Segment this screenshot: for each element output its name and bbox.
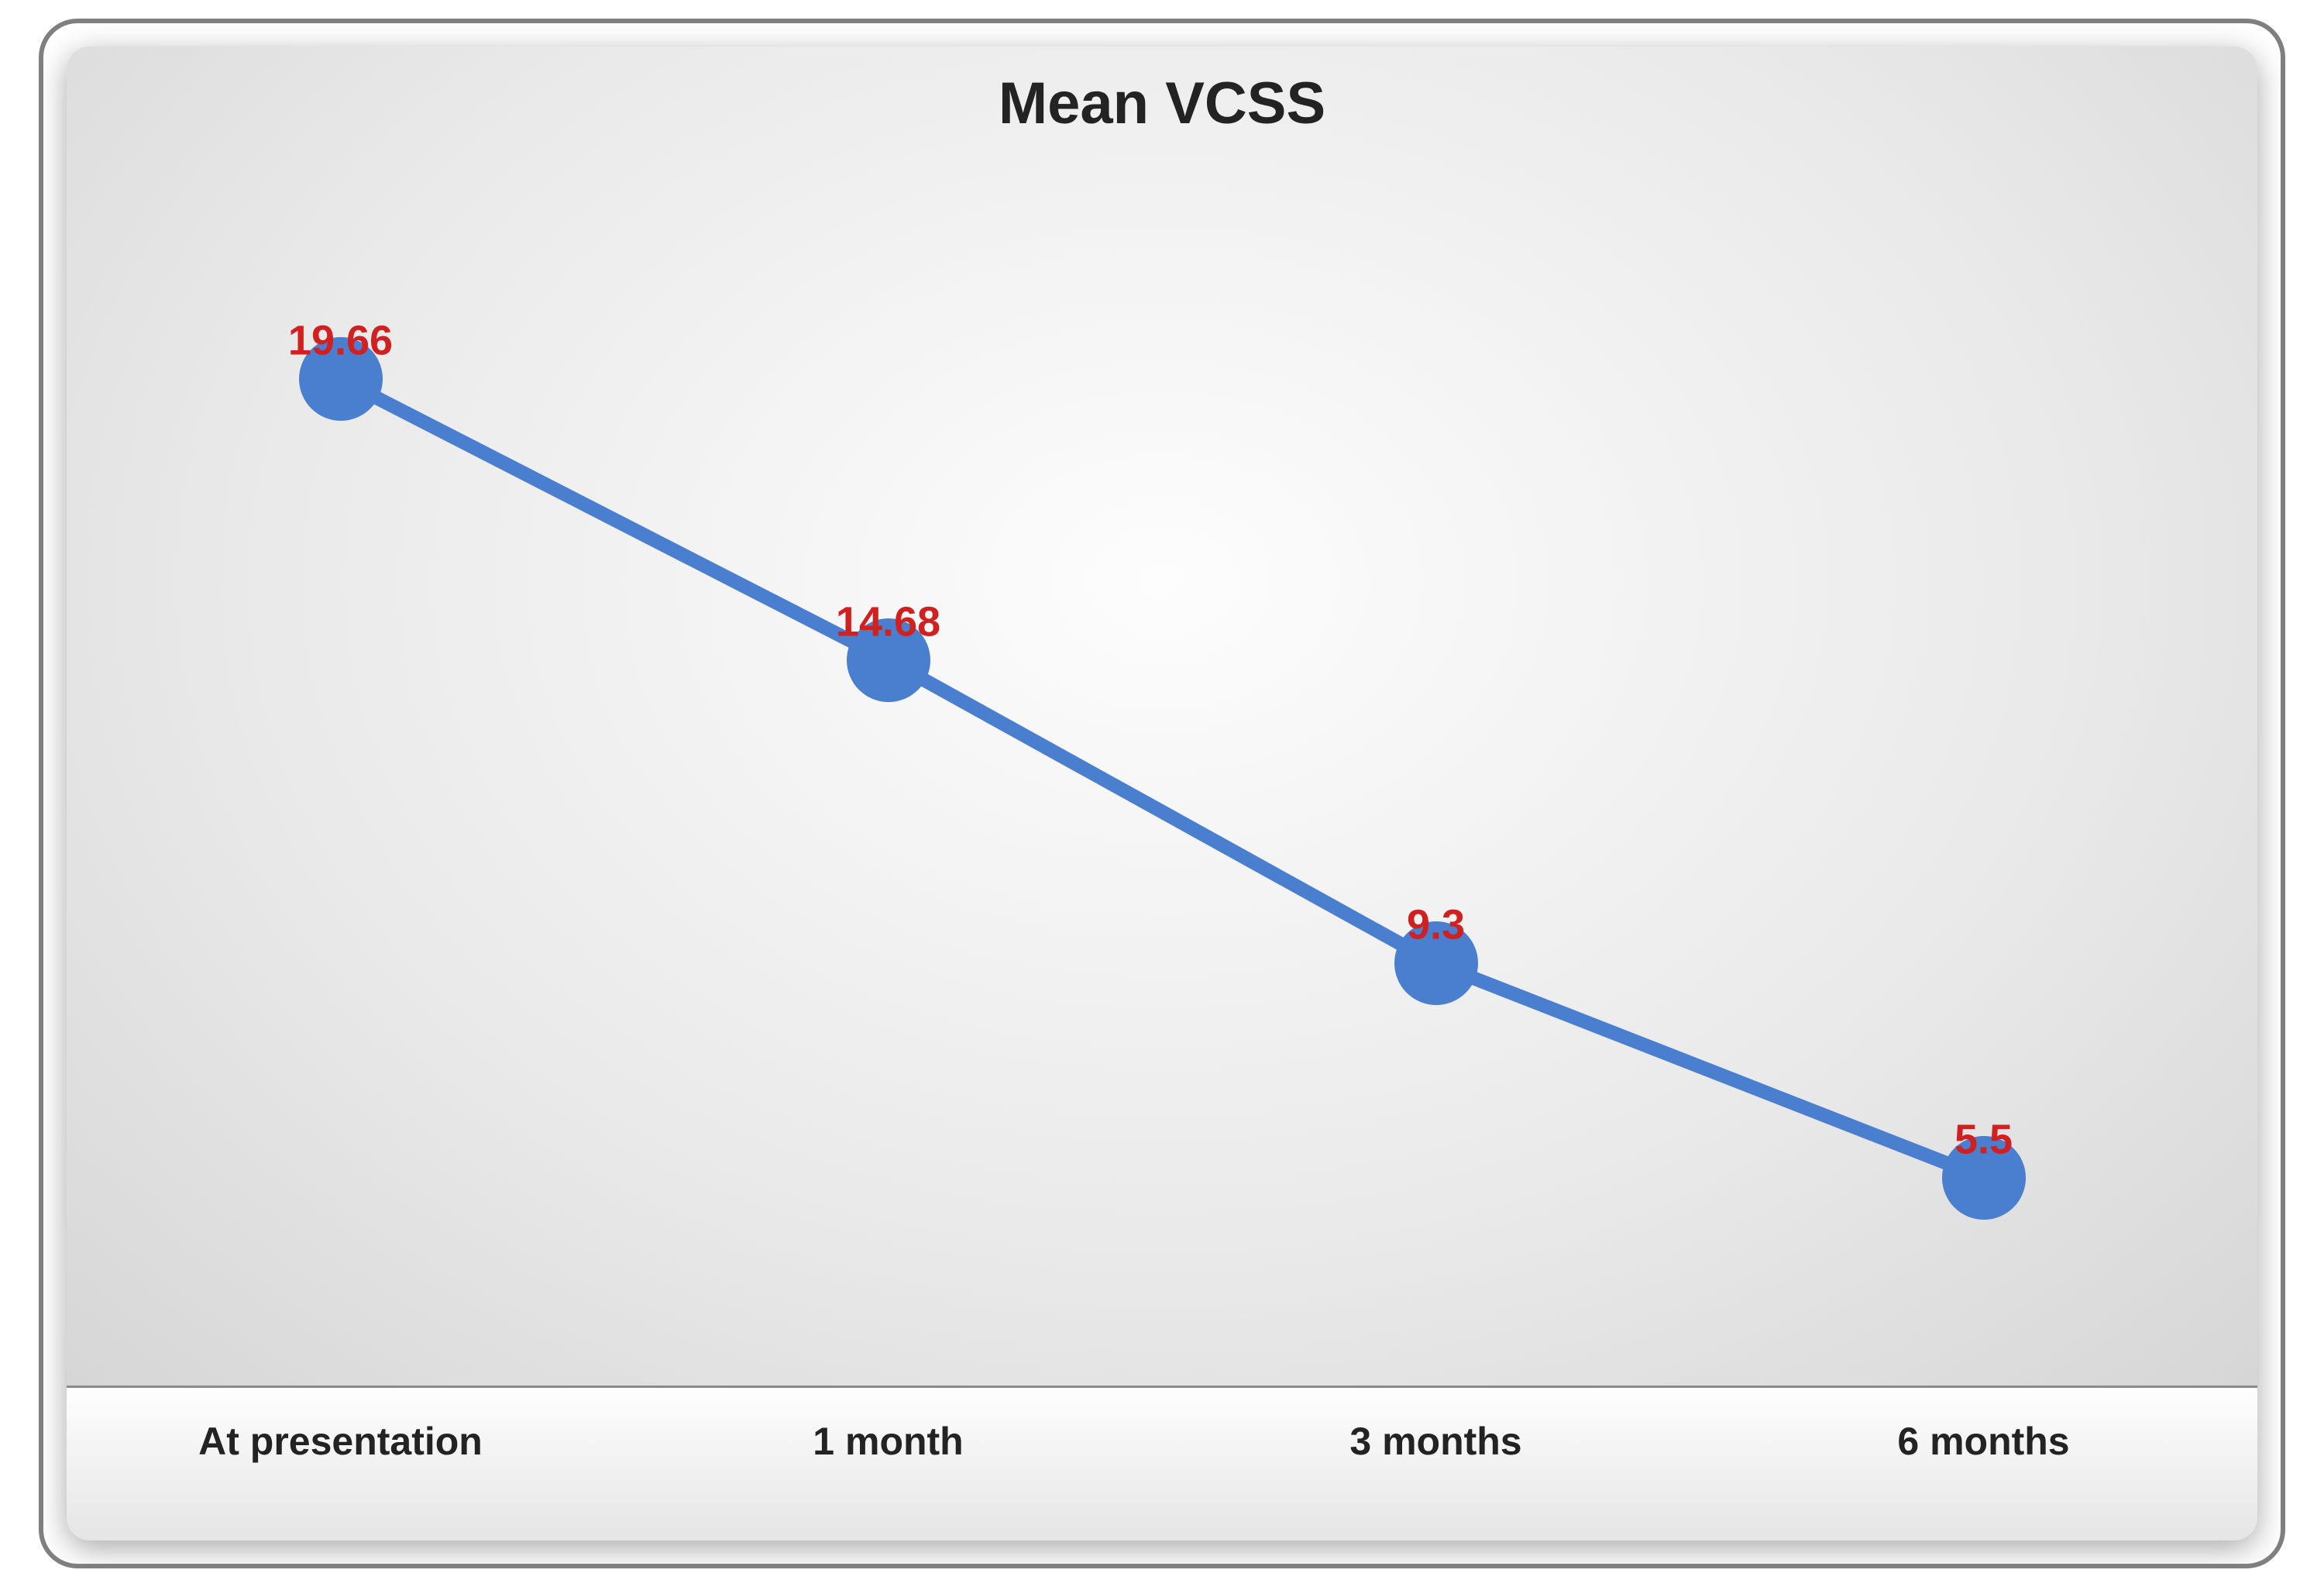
data-label: 5.5 bbox=[1954, 1115, 2013, 1163]
chart-title: Mean VCSS bbox=[67, 70, 2257, 137]
line-path-svg bbox=[67, 46, 2257, 1386]
x-axis-label: 1 month bbox=[614, 1419, 1162, 1464]
x-axis-label: 6 months bbox=[1710, 1419, 2257, 1464]
data-label: 14.68 bbox=[836, 597, 940, 645]
data-label: 9.3 bbox=[1407, 901, 1465, 949]
x-axis-band: At presentation 1 month 3 months 6 month… bbox=[67, 1386, 2257, 1541]
data-label: 19.66 bbox=[288, 317, 393, 365]
chart-card: Mean VCSS 19.66 14.68 9.3 5.5 At presentati… bbox=[67, 46, 2257, 1541]
x-axis-label: 3 months bbox=[1162, 1419, 1710, 1464]
x-axis-label: At presentation bbox=[67, 1419, 614, 1464]
chart-outer-frame: Mean VCSS 19.66 14.68 9.3 5.5 At presentati… bbox=[39, 19, 2285, 1568]
plot-area: Mean VCSS 19.66 14.68 9.3 5.5 bbox=[67, 46, 2257, 1386]
